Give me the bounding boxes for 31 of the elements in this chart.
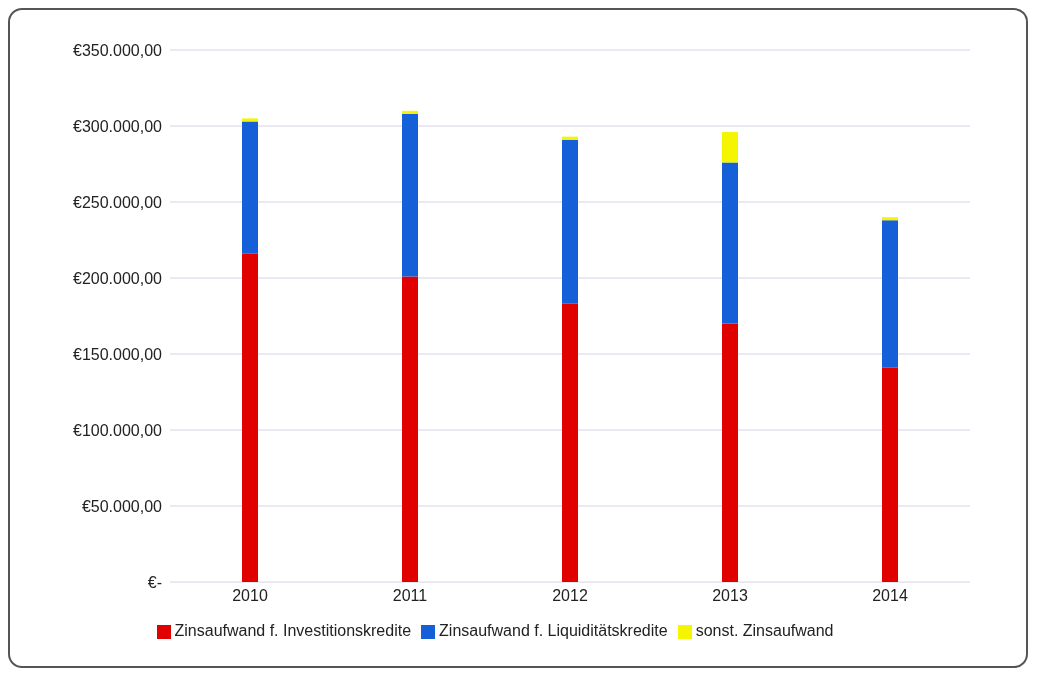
bar bbox=[562, 139, 578, 304]
bar bbox=[242, 253, 258, 582]
x-tick-label: 2012 bbox=[552, 587, 588, 605]
bar bbox=[562, 303, 578, 582]
legend-label: Zinsaufwand f. Liquiditätskredite bbox=[439, 622, 668, 639]
bar bbox=[882, 367, 898, 582]
y-tick-label: €50.000,00 bbox=[81, 497, 163, 515]
bar bbox=[722, 323, 738, 582]
legend-label: Zinsaufwand f. Investitionskredite bbox=[174, 622, 412, 639]
bar bbox=[882, 220, 898, 368]
bar bbox=[722, 162, 738, 324]
y-tick-label: €200.000,00 bbox=[73, 269, 163, 287]
bar bbox=[402, 110, 418, 114]
bar bbox=[882, 217, 898, 221]
legend-label: sonst. Zinsaufwand bbox=[695, 622, 834, 639]
bar bbox=[722, 132, 738, 163]
bar bbox=[242, 118, 258, 122]
y-tick-label: €350.000,00 bbox=[73, 41, 163, 59]
bar bbox=[242, 121, 258, 254]
y-tick-label: €100.000,00 bbox=[73, 421, 163, 439]
x-tick-label: 2013 bbox=[712, 587, 748, 605]
y-tick-label: €250.000,00 bbox=[73, 193, 163, 211]
y-tick-label: €150.000,00 bbox=[73, 345, 163, 363]
bar bbox=[402, 113, 418, 277]
y-tick-label: €300.000,00 bbox=[73, 117, 163, 135]
bar bbox=[402, 276, 418, 582]
bar bbox=[562, 136, 578, 140]
x-tick-label: 2010 bbox=[232, 587, 268, 605]
y-tick-label: €- bbox=[147, 573, 162, 591]
x-tick-label: 2011 bbox=[392, 587, 428, 605]
x-tick-label: 2014 bbox=[872, 587, 908, 605]
